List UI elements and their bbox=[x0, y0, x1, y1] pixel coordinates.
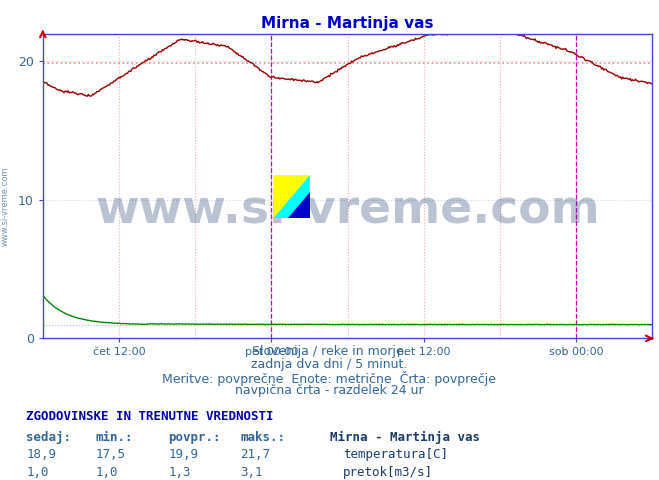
Text: povpr.:: povpr.: bbox=[168, 431, 221, 444]
Text: 19,9: 19,9 bbox=[168, 448, 198, 461]
Text: ZGODOVINSKE IN TRENUTNE VREDNOSTI: ZGODOVINSKE IN TRENUTNE VREDNOSTI bbox=[26, 410, 274, 423]
Text: Meritve: povprečne  Enote: metrične  Črta: povprečje: Meritve: povprečne Enote: metrične Črta:… bbox=[163, 371, 496, 385]
Text: www.si-vreme.com: www.si-vreme.com bbox=[1, 167, 10, 246]
Text: www.si-vreme.com: www.si-vreme.com bbox=[96, 188, 600, 233]
Polygon shape bbox=[273, 175, 310, 218]
Text: pretok[m3/s]: pretok[m3/s] bbox=[343, 466, 434, 479]
Text: sedaj:: sedaj: bbox=[26, 431, 71, 444]
Text: 17,5: 17,5 bbox=[96, 448, 126, 461]
Text: 1,3: 1,3 bbox=[168, 466, 190, 479]
Polygon shape bbox=[288, 192, 310, 218]
Text: maks.:: maks.: bbox=[241, 431, 285, 444]
Text: Mirna - Martinja vas: Mirna - Martinja vas bbox=[330, 431, 480, 444]
Polygon shape bbox=[273, 175, 310, 218]
Text: navpična črta - razdelek 24 ur: navpična črta - razdelek 24 ur bbox=[235, 384, 424, 396]
Text: 18,9: 18,9 bbox=[26, 448, 57, 461]
Text: Slovenija / reke in morje.: Slovenija / reke in morje. bbox=[252, 345, 407, 358]
Text: min.:: min.: bbox=[96, 431, 133, 444]
Text: 21,7: 21,7 bbox=[241, 448, 271, 461]
Title: Mirna - Martinja vas: Mirna - Martinja vas bbox=[262, 16, 434, 31]
Text: 1,0: 1,0 bbox=[26, 466, 49, 479]
Text: 3,1: 3,1 bbox=[241, 466, 263, 479]
Text: zadnja dva dni / 5 minut.: zadnja dva dni / 5 minut. bbox=[251, 358, 408, 371]
Text: 1,0: 1,0 bbox=[96, 466, 118, 479]
Text: temperatura[C]: temperatura[C] bbox=[343, 448, 448, 461]
